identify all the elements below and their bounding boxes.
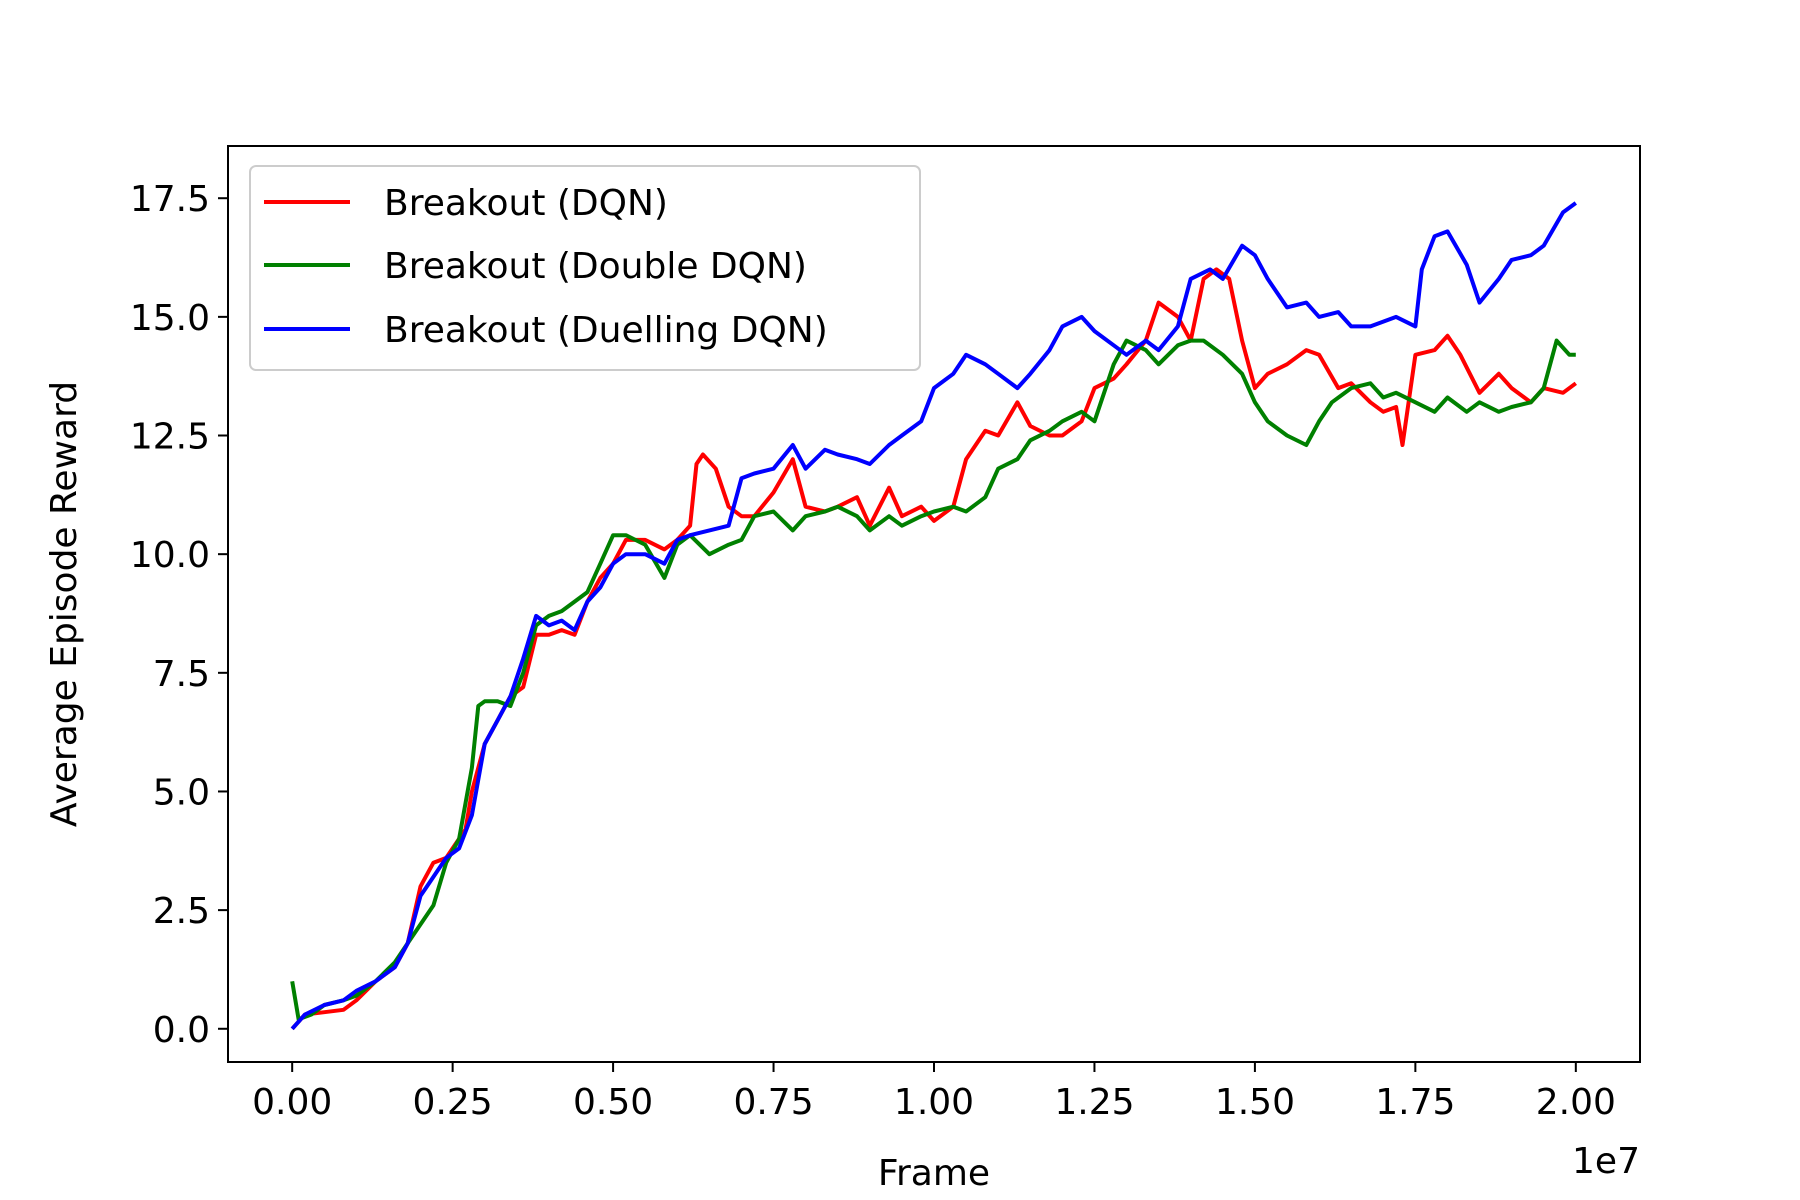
legend-entry: Breakout (Duelling DQN) (264, 310, 828, 351)
x-tick-label: 0.50 (573, 1082, 653, 1123)
y-axis-ticks: 0.0 2.5 5.0 7.5 10.0 12.5 15.0 17.5 (130, 179, 228, 1051)
y-axis-label: Average Episode Reward (44, 381, 85, 827)
legend-label: Breakout (DQN) (384, 183, 668, 224)
x-tick-label: 0.25 (413, 1082, 493, 1123)
y-tick-label: 2.5 (153, 891, 210, 932)
legend-entry: Breakout (Double DQN) (264, 246, 807, 287)
legend-label: Breakout (Double DQN) (384, 246, 807, 287)
y-tick-label: 12.5 (130, 417, 210, 458)
y-tick-label: 5.0 (153, 772, 210, 813)
legend-label: Breakout (Duelling DQN) (384, 310, 828, 351)
y-tick-label: 17.5 (130, 179, 210, 220)
x-axis-label: Frame (878, 1153, 990, 1194)
x-tick-label: 1.25 (1054, 1082, 1134, 1123)
legend-box (249, 165, 921, 371)
x-axis-offset-label: 1e7 (1572, 1141, 1640, 1182)
y-tick-label: 15.0 (130, 298, 210, 339)
plot-area-frame (227, 145, 1641, 1063)
x-tick-label: 0.75 (733, 1082, 813, 1123)
x-tick-label: 1.00 (894, 1082, 974, 1123)
y-tick-label: 10.0 (130, 535, 210, 576)
series-lines (290, 201, 1577, 1031)
y-tick-label: 0.0 (153, 1010, 210, 1051)
x-tick-label: 2.00 (1536, 1082, 1616, 1123)
series-line (290, 338, 1576, 1022)
y-tick-label: 7.5 (153, 654, 210, 695)
series-line (290, 201, 1577, 1031)
x-tick-label: 1.50 (1215, 1082, 1295, 1123)
x-tick-label: 1.75 (1375, 1082, 1455, 1123)
x-axis-ticks: 0.00 0.25 0.50 0.75 1.00 1.25 1.50 1.75 2.00 (252, 1062, 1616, 1123)
x-tick-label: 0.00 (252, 1082, 332, 1123)
legend-entry: Breakout (DQN) (264, 183, 668, 224)
legend: Breakout (DQN) Breakout (Double DQN) Bre… (249, 165, 921, 371)
